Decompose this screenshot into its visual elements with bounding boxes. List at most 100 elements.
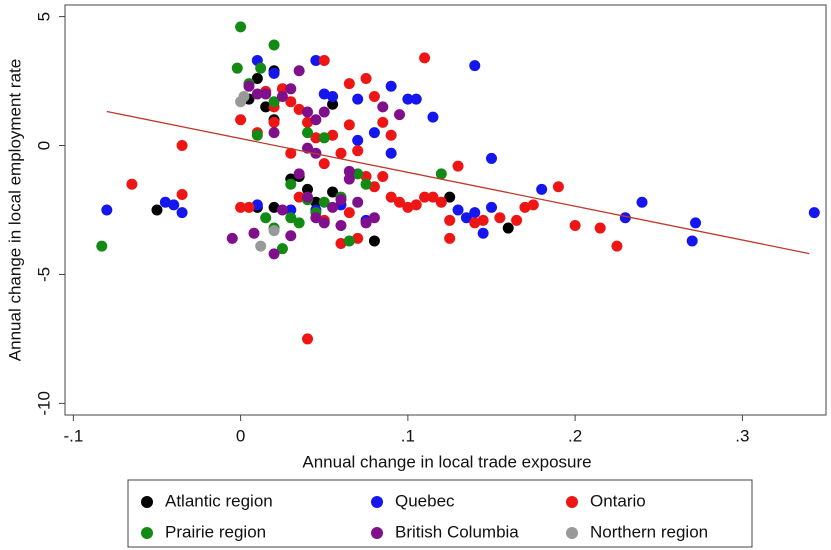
y-tick-label: -5 (34, 267, 53, 282)
scatter-point (343, 207, 355, 219)
scatter-point (427, 191, 439, 203)
scatter-point (368, 235, 380, 247)
scatter-point (636, 196, 648, 208)
scatter-point (260, 101, 272, 113)
scatter-point (293, 191, 305, 203)
scatter-point (235, 21, 247, 33)
scatter-point (302, 127, 314, 139)
scatter-point (285, 212, 297, 224)
scatter-point (352, 196, 364, 208)
scatter-point (360, 178, 372, 190)
legend-box (127, 479, 753, 548)
scatter-point (251, 72, 263, 84)
scatter-point (394, 109, 406, 121)
scatter-point (368, 91, 380, 103)
scatter-point (318, 88, 330, 100)
x-tick-label: .3 (735, 426, 749, 445)
scatter-point (176, 140, 188, 152)
scatter-point (310, 196, 322, 208)
scatter-point (502, 222, 514, 234)
scatter-point (268, 201, 280, 213)
y-tick-label: 0 (34, 141, 53, 150)
scatter-point (310, 212, 322, 224)
scatter-point (238, 91, 250, 103)
scatter-point (385, 129, 397, 141)
scatter-point (808, 207, 820, 219)
scatter-point (285, 178, 297, 190)
scatter-point (360, 170, 372, 182)
scatter-point (343, 235, 355, 247)
scatter-point (377, 170, 389, 182)
scatter-point (385, 191, 397, 203)
scatter-point (343, 165, 355, 177)
y-tick-label: 5 (34, 12, 53, 21)
scatter-point (394, 196, 406, 208)
scatter-point (276, 243, 288, 255)
scatter-point (335, 219, 347, 231)
scatter-point (402, 93, 414, 105)
scatter-point (168, 199, 180, 211)
scatter-point (343, 78, 355, 90)
scatter-point (268, 127, 280, 139)
scatter-point (594, 222, 606, 234)
scatter-point (285, 204, 297, 216)
scatter-point (251, 199, 263, 211)
scatter-point (310, 54, 322, 66)
scatter-point (569, 219, 581, 231)
scatter-point (101, 204, 113, 216)
scatter-point (302, 116, 314, 128)
scatter-point (302, 333, 314, 345)
scatter-point (352, 145, 364, 157)
scatter-point (552, 181, 564, 193)
scatter-point (352, 93, 364, 105)
scatter-point (477, 227, 489, 239)
scatter-point (419, 52, 431, 64)
scatter-point (360, 217, 372, 229)
scatter-point (368, 181, 380, 193)
x-tick-label: .2 (568, 426, 582, 445)
scatter-point (511, 214, 523, 226)
fit-line (106, 110, 810, 255)
x-tick-label: -.1 (63, 426, 83, 445)
scatter-point (302, 106, 314, 118)
legend-marker (141, 527, 153, 539)
scatter-point (293, 217, 305, 229)
scatter-point (235, 201, 247, 213)
scatter-point (268, 225, 280, 237)
scatter-point (327, 91, 339, 103)
scatter-point (377, 116, 389, 128)
scatter-point (243, 80, 255, 92)
scatter-point (352, 168, 364, 180)
scatter-point (255, 62, 267, 74)
scatter-point (519, 201, 531, 213)
legend-marker (566, 527, 578, 539)
scatter-point (335, 147, 347, 159)
scatter-point (327, 201, 339, 213)
scatter-point (96, 240, 108, 252)
scatter-point (410, 199, 422, 211)
scatter-point (485, 201, 497, 213)
scatter-point (276, 83, 288, 95)
scatter-point (226, 232, 238, 244)
scatter-point (318, 158, 330, 170)
scatter-point (527, 199, 539, 211)
scatter-point (327, 129, 339, 141)
scatter-point (477, 214, 489, 226)
scatter-point (469, 60, 481, 72)
scatter-point (176, 189, 188, 201)
scatter-point (377, 101, 389, 113)
scatter-point (327, 98, 339, 110)
scatter-point (285, 230, 297, 242)
scatter-point (335, 194, 347, 206)
y-axis-title: Annual change in local employment rate (5, 59, 24, 361)
scatter-point (268, 248, 280, 260)
scatter-point (460, 212, 472, 224)
scatter-point (444, 214, 456, 226)
scatter-point (276, 204, 288, 216)
scatter-point (343, 173, 355, 185)
scatter-point (251, 88, 263, 100)
scatter-point (385, 80, 397, 92)
scatter-point (151, 204, 163, 216)
legend-label: British Columbia (395, 522, 519, 541)
